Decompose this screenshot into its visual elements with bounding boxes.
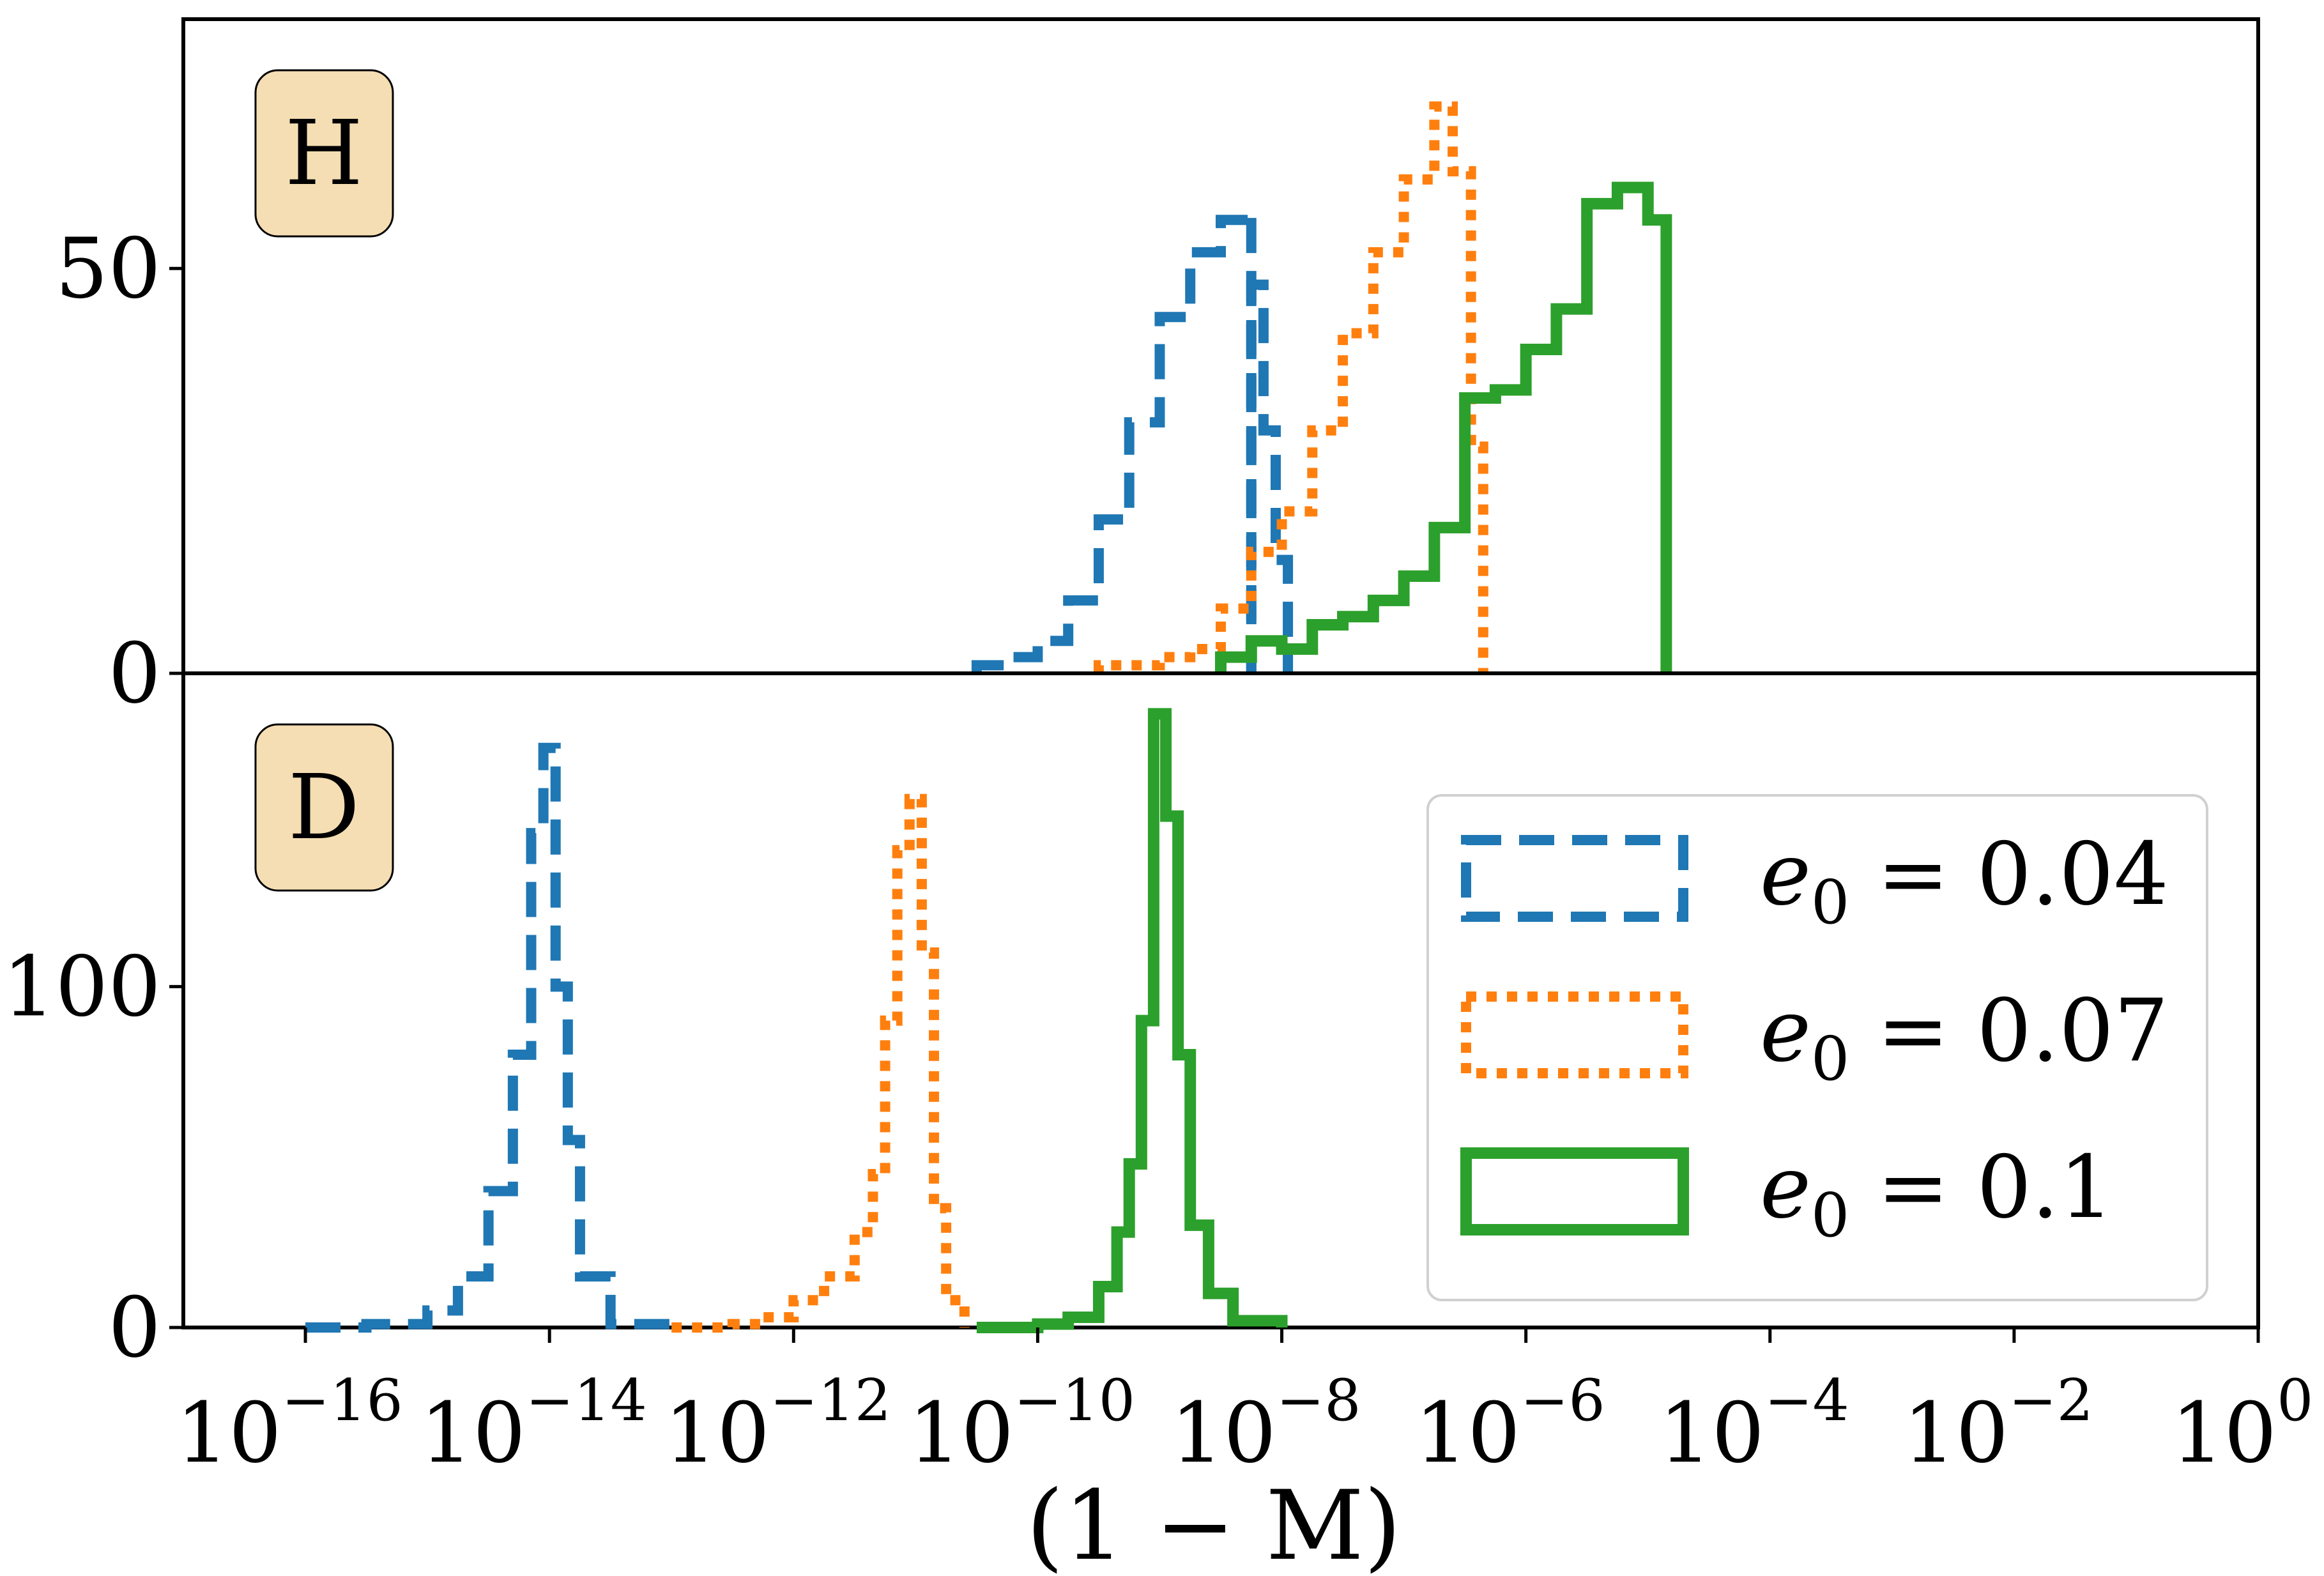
legend-label: e0 = 0.1 [1760, 1137, 2114, 1251]
x-axis: 10−16 10−14 10−12 10−10 10−8 10−6 10−4 10−2 100 [176, 1327, 2313, 1481]
panel-label-box [254, 723, 394, 892]
legend-label: e0 = 0.04 [1760, 824, 2169, 938]
legend: e0 = 0.04 e0 = 0.07 e0 = 0.1 [1426, 794, 2208, 1301]
legend-swatch [1461, 835, 1688, 922]
panel-label-box [254, 69, 394, 238]
x-tick-label: 10−16 [176, 1367, 402, 1481]
x-tick-label: 10−10 [908, 1367, 1135, 1481]
histogram-e0-004 [971, 211, 1257, 673]
histogram-e0-004 [305, 742, 677, 1333]
x-tick-label: 10−12 [664, 1367, 891, 1481]
legend-frame [1426, 794, 2208, 1301]
histogram-e0-007 [1093, 101, 1488, 673]
y-tick-label: 100 [3, 938, 161, 1035]
legend-label: e0 = 0.07 [1760, 981, 2169, 1094]
x-tick-label: 10−4 [1659, 1367, 1849, 1481]
x-axis-label: (1 − M) [1026, 1471, 1401, 1576]
panel-frame [181, 671, 2260, 1329]
x-tick-label: 100 [2171, 1367, 2314, 1481]
y-tick-label: 0 [108, 1279, 161, 1376]
panel-frame [181, 17, 2260, 675]
x-tick-label: 10−14 [420, 1367, 646, 1481]
y-tick-label: 0 [108, 625, 161, 722]
x-tick-label: 10−6 [1415, 1367, 1605, 1481]
x-tick-label: 10−2 [1903, 1367, 2093, 1481]
histogram-e0-004-tail [1246, 279, 1294, 673]
legend-swatch [1460, 1147, 1689, 1236]
panel-H: 0 50 H [56, 17, 2260, 722]
histogram-e0-007 [671, 793, 970, 1333]
panel-label: D [288, 756, 360, 860]
legend-swatch [1461, 991, 1688, 1078]
x-tick-label: 10−8 [1170, 1367, 1361, 1481]
histogram-e0-01 [976, 708, 1288, 1333]
panel-label: H [285, 102, 363, 206]
y-tick-label: 50 [56, 220, 161, 317]
histogram-e0-01 [1215, 181, 1672, 673]
panel-D: 0 100 D [3, 671, 2260, 1376]
